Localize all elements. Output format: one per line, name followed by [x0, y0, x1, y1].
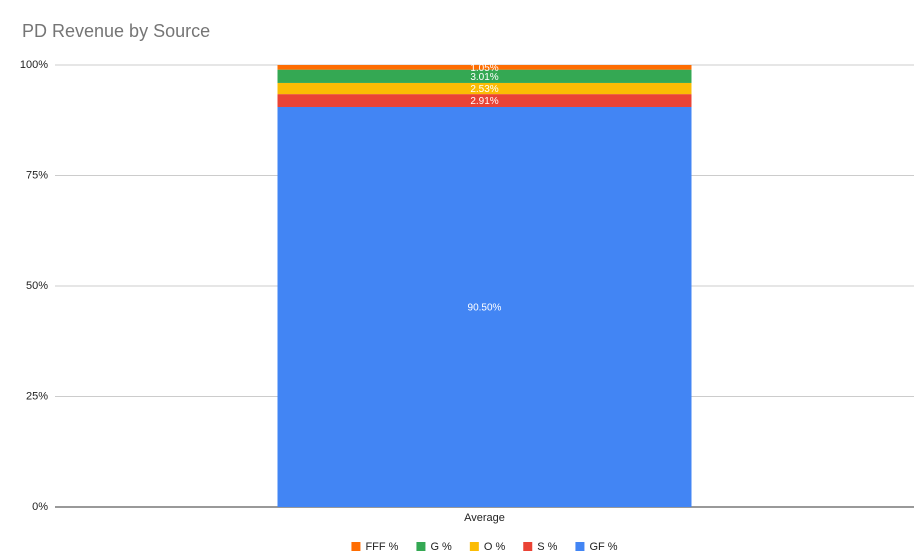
y-tick-label: 75% — [26, 169, 48, 181]
legend-label: O % — [484, 541, 506, 553]
bar-segment — [277, 94, 692, 107]
y-tick-label: 50% — [26, 280, 48, 292]
y-tick-label: 25% — [26, 390, 48, 402]
bar-segment — [277, 82, 692, 95]
bar-segment — [277, 65, 692, 70]
value-label: 1.05% — [470, 63, 498, 74]
legend-swatch — [523, 542, 533, 551]
bar-segment — [277, 106, 692, 508]
legend-label: G % — [430, 541, 452, 553]
value-label: 3.01% — [470, 72, 498, 83]
x-tick-label: Average — [464, 512, 505, 524]
y-tick-label: 0% — [32, 501, 48, 513]
value-label: 2.53% — [470, 84, 498, 95]
legend-swatch — [351, 542, 361, 551]
legend-label: S % — [537, 541, 557, 553]
legend-label: GF % — [589, 541, 617, 553]
value-label: 2.91% — [470, 96, 498, 107]
chart-title: PD Revenue by Source — [22, 21, 210, 41]
legend-swatch — [469, 542, 479, 551]
bar-segment — [277, 69, 692, 83]
value-label: 90.50% — [468, 303, 502, 314]
legend-swatch — [416, 542, 426, 551]
legend-swatch — [575, 542, 585, 551]
legend-label: FFF % — [365, 541, 398, 553]
y-tick-label: 100% — [20, 59, 48, 71]
